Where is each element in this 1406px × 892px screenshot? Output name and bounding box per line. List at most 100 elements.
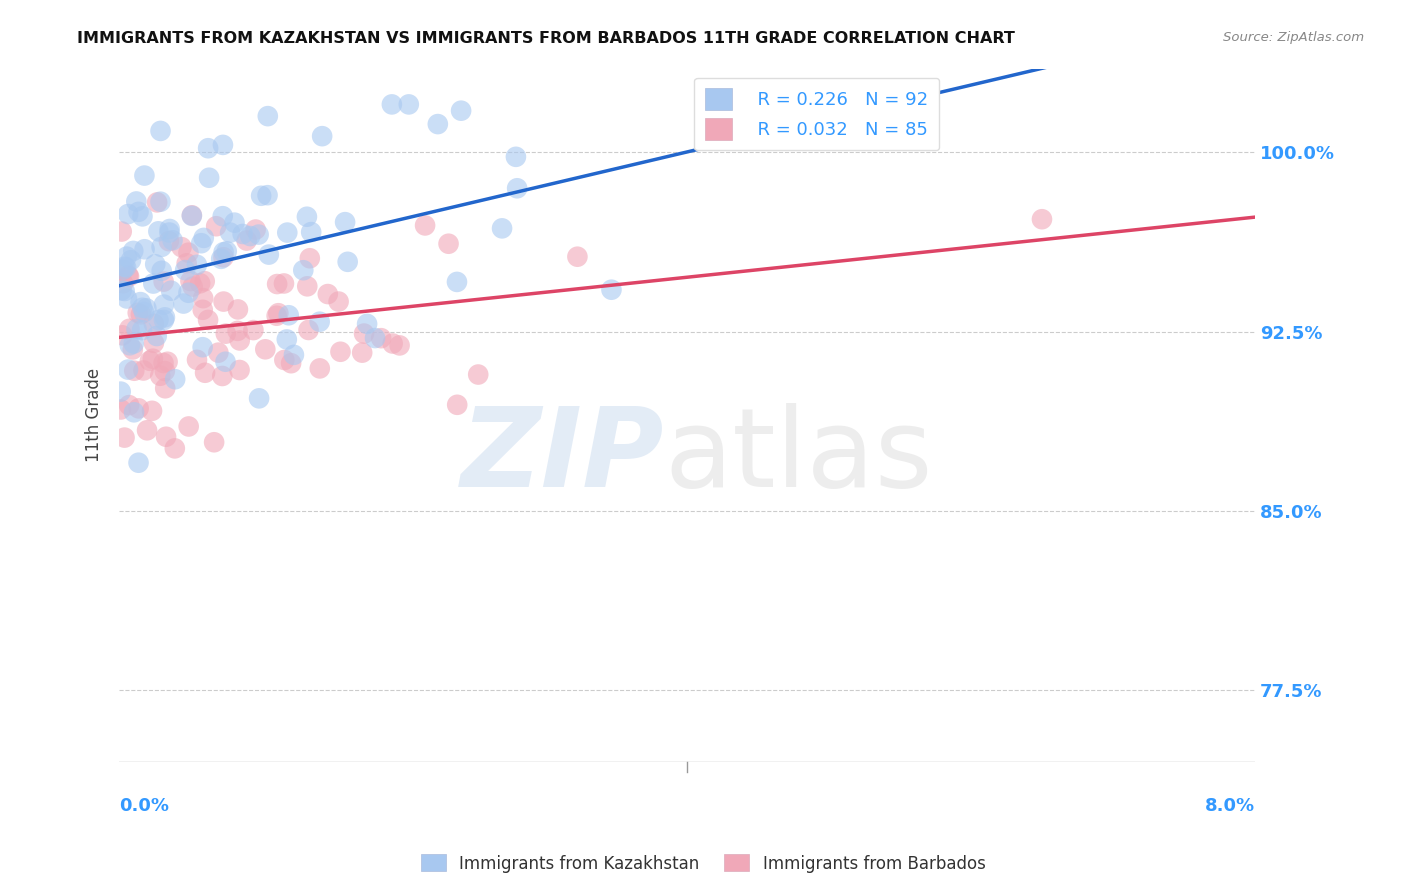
Point — [110, 384, 132, 399]
Point — [273, 353, 295, 368]
Point — [152, 275, 174, 289]
Point — [280, 356, 302, 370]
Point — [398, 97, 420, 112]
Point — [152, 356, 174, 370]
Point — [121, 343, 143, 357]
Point — [212, 245, 235, 260]
Point — [136, 423, 159, 437]
Point — [177, 285, 200, 300]
Point — [254, 343, 277, 357]
Point — [145, 329, 167, 343]
Point — [356, 317, 378, 331]
Point — [128, 204, 150, 219]
Point — [232, 227, 254, 241]
Point — [129, 295, 152, 310]
Point — [134, 169, 156, 183]
Point — [226, 324, 249, 338]
Point — [505, 150, 527, 164]
Point — [115, 250, 138, 264]
Point — [467, 368, 489, 382]
Point — [111, 225, 134, 239]
Point — [180, 209, 202, 223]
Point — [205, 219, 228, 234]
Point — [235, 234, 257, 248]
Point — [114, 260, 136, 274]
Point — [117, 207, 139, 221]
Point — [117, 268, 139, 283]
Point — [186, 258, 208, 272]
Point — [292, 263, 315, 277]
Point — [179, 274, 201, 288]
Point — [247, 392, 270, 406]
Point — [198, 170, 221, 185]
Point — [311, 129, 333, 144]
Point — [131, 301, 153, 315]
Point — [162, 233, 184, 247]
Point — [299, 225, 322, 239]
Point — [146, 195, 169, 210]
Point — [112, 277, 135, 291]
Point — [194, 366, 217, 380]
Point — [215, 244, 238, 259]
Point — [135, 301, 157, 316]
Point — [215, 326, 238, 341]
Point — [228, 363, 250, 377]
Point — [352, 345, 374, 359]
Point — [229, 334, 252, 348]
Point — [257, 247, 280, 261]
Point — [153, 313, 176, 327]
Point — [118, 338, 141, 352]
Point — [142, 277, 165, 291]
Point — [150, 264, 173, 278]
Text: 0.0%: 0.0% — [120, 797, 169, 815]
Point — [191, 291, 214, 305]
Point — [117, 362, 139, 376]
Point — [381, 97, 404, 112]
Point — [239, 229, 262, 244]
Point — [211, 369, 233, 384]
Point — [276, 333, 298, 347]
Point — [159, 222, 181, 236]
Point — [256, 188, 278, 202]
Point — [336, 255, 359, 269]
Point — [277, 308, 299, 322]
Point — [118, 322, 141, 336]
Point — [308, 361, 330, 376]
Point — [115, 260, 138, 275]
Point — [197, 141, 219, 155]
Point — [122, 405, 145, 419]
Point — [191, 302, 214, 317]
Point — [143, 257, 166, 271]
Point — [160, 284, 183, 298]
Point — [149, 194, 172, 209]
Point — [267, 306, 290, 320]
Point — [194, 274, 217, 288]
Point — [256, 109, 278, 123]
Point — [173, 296, 195, 310]
Point — [197, 313, 219, 327]
Point — [600, 283, 623, 297]
Point — [163, 442, 186, 456]
Point — [226, 302, 249, 317]
Point — [115, 292, 138, 306]
Point — [266, 309, 288, 323]
Point — [128, 401, 150, 416]
Point — [157, 226, 180, 240]
Point — [193, 231, 215, 245]
Point — [132, 305, 155, 319]
Point — [177, 419, 200, 434]
Point — [165, 372, 187, 386]
Point — [491, 221, 513, 235]
Point — [125, 322, 148, 336]
Point — [131, 210, 153, 224]
Text: atlas: atlas — [665, 403, 932, 510]
Point — [446, 398, 468, 412]
Text: 8.0%: 8.0% — [1205, 797, 1256, 815]
Point — [202, 435, 225, 450]
Point — [111, 328, 134, 343]
Point — [118, 398, 141, 412]
Point — [212, 250, 235, 264]
Point — [245, 222, 267, 236]
Point — [150, 240, 173, 254]
Point — [170, 240, 193, 254]
